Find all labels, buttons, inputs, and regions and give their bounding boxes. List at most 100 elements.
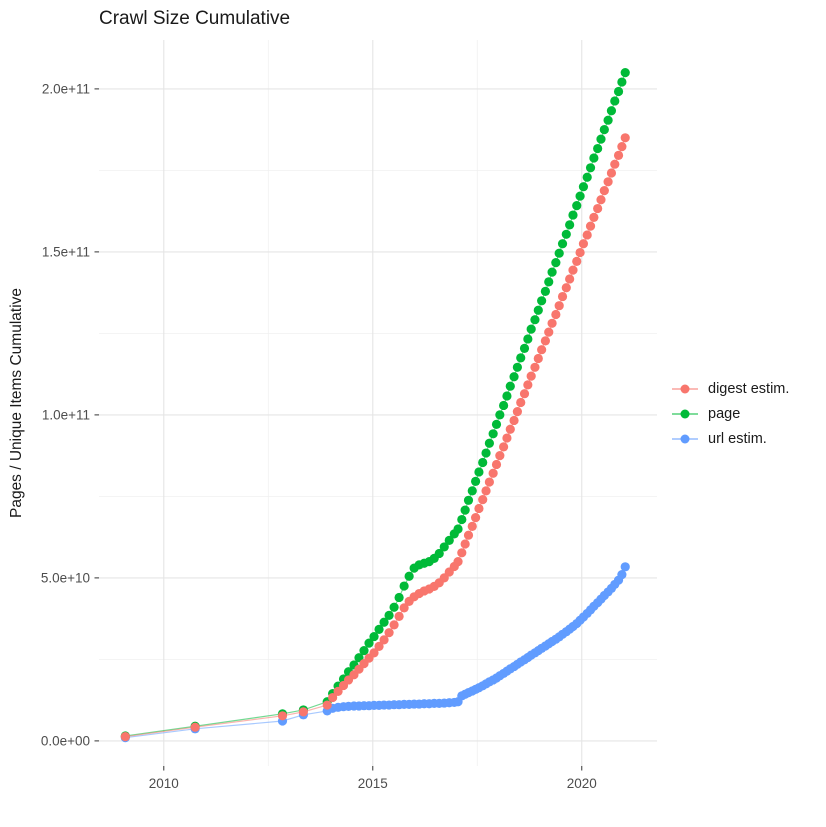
data-point [540, 286, 551, 296]
data-point [120, 732, 130, 742]
data-point [575, 247, 585, 258]
data-point [474, 467, 484, 477]
data-point [467, 521, 477, 531]
gridlines [99, 40, 657, 766]
data-point [499, 442, 509, 452]
legend-key-icon [672, 434, 698, 444]
data-point [460, 539, 470, 549]
data-point [495, 451, 505, 461]
data-point [530, 362, 540, 372]
data-point [554, 248, 564, 258]
data-point [509, 372, 519, 382]
data-point [333, 686, 343, 696]
data-point [394, 592, 404, 603]
data-point [565, 274, 575, 284]
data-point [374, 641, 384, 651]
data-point [298, 707, 308, 717]
data-point [568, 210, 578, 220]
data-point [505, 381, 515, 391]
legend-key-dot [680, 384, 690, 394]
data-point [369, 648, 379, 658]
data-point [551, 258, 561, 268]
data-point [544, 327, 554, 337]
data-point [434, 548, 444, 559]
data-point [568, 265, 578, 275]
data-point [554, 301, 564, 311]
data-point [502, 391, 512, 401]
data-point [617, 570, 627, 580]
legend-key-icon [672, 409, 698, 419]
data-point [484, 477, 494, 487]
data-point [530, 315, 540, 325]
data-point [537, 296, 547, 306]
data-point [502, 433, 512, 443]
data-point [523, 334, 533, 344]
data-point [585, 221, 596, 231]
x-tick-label: 2010 [149, 776, 179, 791]
legend-label: digest estim. [708, 381, 790, 397]
data-point [453, 524, 463, 534]
data-point [364, 638, 374, 648]
data-point [470, 512, 481, 523]
legend-item: digest estim. [671, 381, 789, 397]
chart-title: Crawl Size Cumulative [99, 8, 290, 29]
data-point [561, 229, 571, 239]
data-point [617, 77, 627, 87]
x-tick-label: 2015 [358, 776, 388, 791]
data-point [561, 283, 571, 293]
data-point [533, 305, 543, 315]
data-point [596, 134, 606, 144]
data-point [463, 495, 474, 505]
data-point [585, 163, 596, 173]
data-point [369, 631, 379, 642]
data-point [547, 318, 557, 328]
data-point [537, 345, 547, 355]
data-point [593, 203, 603, 214]
data-point [516, 397, 526, 408]
data-point [547, 267, 557, 277]
data-point [599, 186, 609, 196]
data-point [620, 562, 630, 572]
axes: 2010 2015 2020 0.0e+00 5.0e+10 1.0e+11 1.5e+11… [41, 81, 597, 791]
legend-key-icon [672, 384, 698, 394]
data-point [495, 410, 505, 420]
data-point [596, 195, 606, 205]
data-point [379, 617, 389, 627]
data-point [379, 635, 389, 645]
data-point [540, 336, 551, 346]
data-point [523, 380, 533, 390]
data-point [575, 191, 585, 201]
data-point [399, 581, 409, 591]
data-point [389, 602, 399, 612]
data-point [572, 201, 582, 211]
data-point [557, 291, 568, 302]
y-tick-label: 2.0e+11 [42, 81, 90, 96]
data-point [328, 692, 338, 703]
legend-key-dot [680, 434, 690, 444]
y-tick-label: 1.5e+11 [42, 244, 90, 259]
data-point [457, 548, 467, 558]
data-point [533, 353, 543, 364]
data-point [453, 556, 463, 567]
data-point [603, 115, 613, 125]
data-point [512, 362, 522, 372]
data-point [512, 407, 522, 417]
data-point [491, 459, 502, 470]
legend-key-dot [680, 409, 690, 419]
data-point [359, 645, 369, 656]
data-point [470, 476, 481, 487]
data-point [277, 711, 288, 721]
data-point [578, 239, 589, 249]
data-point [610, 159, 620, 169]
data-point [606, 168, 617, 178]
data-point [599, 125, 609, 135]
data-point [620, 67, 630, 78]
data-point [481, 448, 491, 458]
data-series [120, 67, 630, 743]
data-point [620, 133, 630, 143]
data-point [505, 424, 515, 434]
data-point [389, 620, 399, 630]
data-point [384, 628, 394, 638]
data-point [399, 603, 409, 613]
